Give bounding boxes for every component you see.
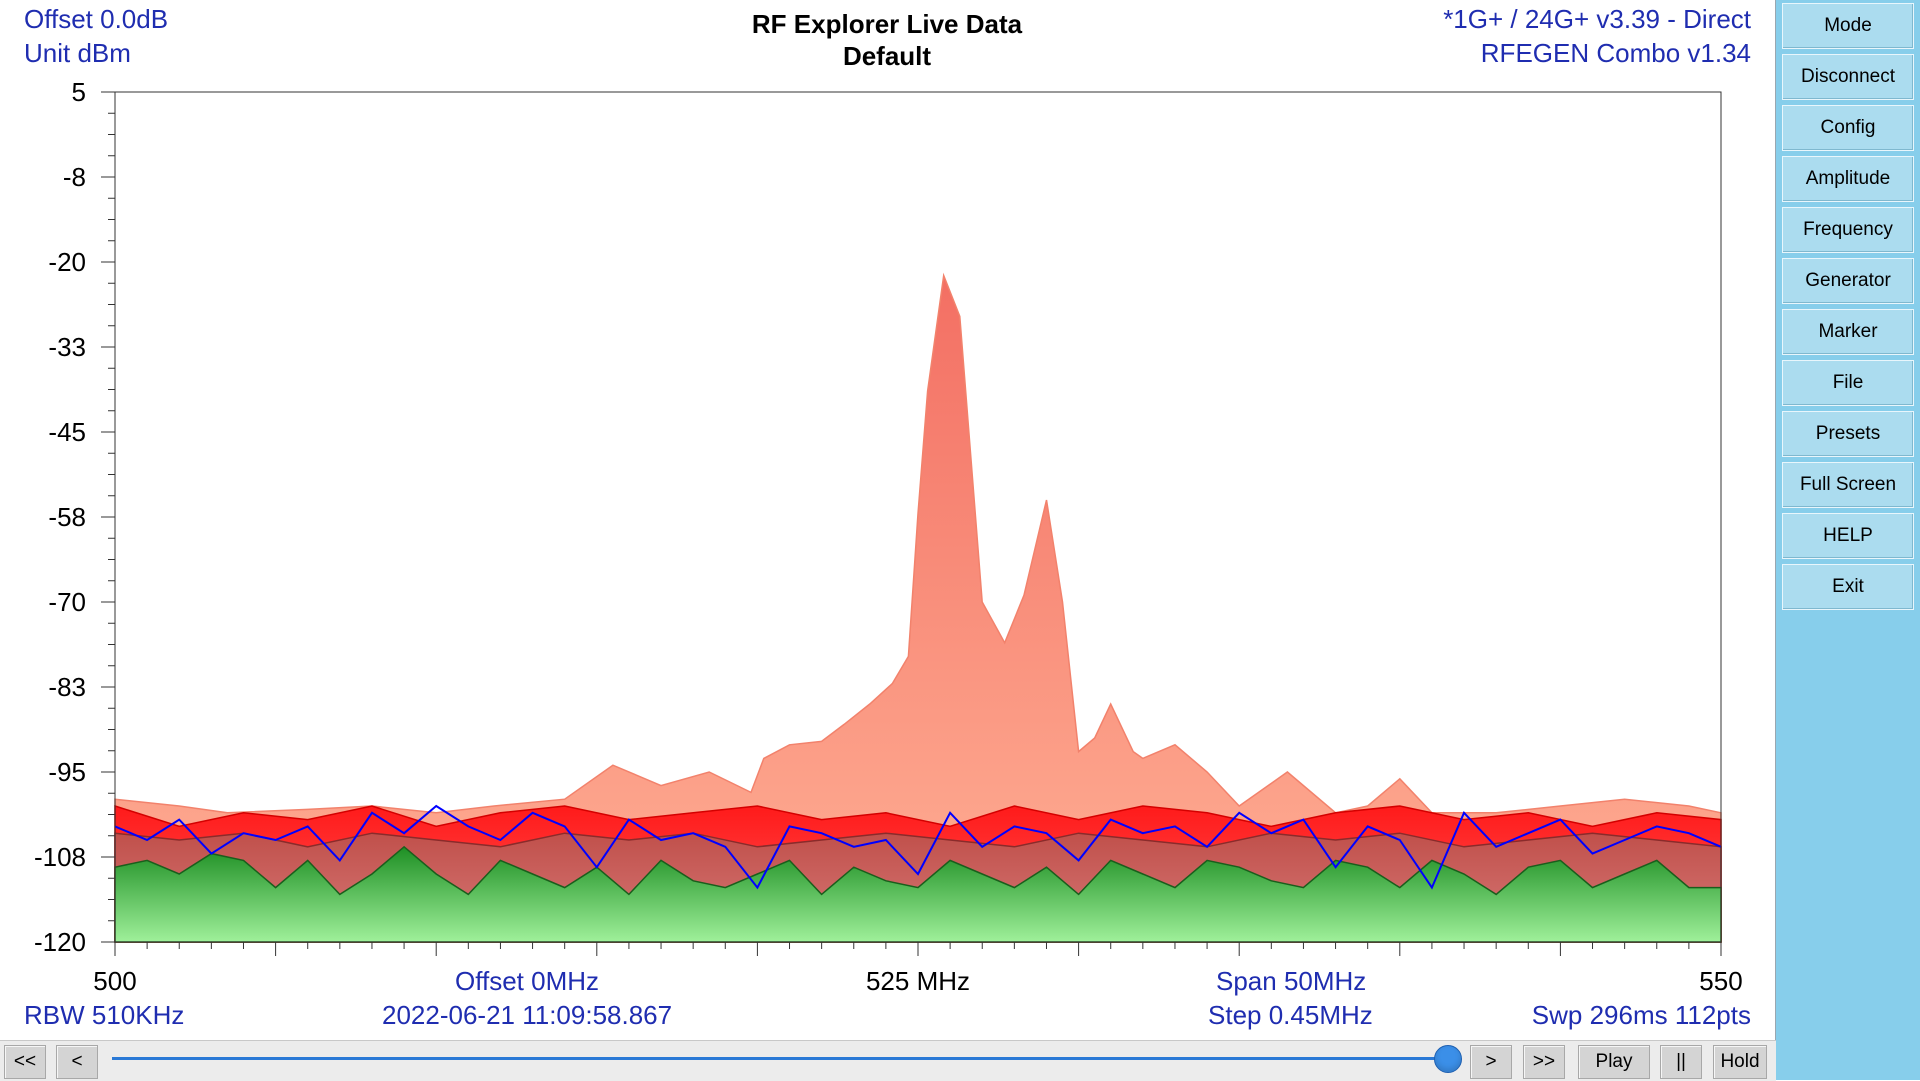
disconnect-button[interactable]: Disconnect [1782,54,1914,100]
generator-label: RFEGEN Combo v1.34 [1480,38,1751,68]
hold-button[interactable]: Hold [1713,1045,1767,1079]
generator-button[interactable]: Generator [1782,258,1914,304]
series-area-min [114,845,1722,943]
menu-sidebar: Mode Disconnect Config Amplitude Frequen… [1776,0,1920,1080]
y-tick-label: -58 [48,502,86,532]
y-tick-label: -8 [63,162,86,192]
frequency-button[interactable]: Frequency [1782,207,1914,253]
mode-button[interactable]: Mode [1782,3,1914,49]
forward-button[interactable]: > [1470,1045,1512,1079]
rewind-button[interactable]: << [4,1045,46,1079]
file-button[interactable]: File [1782,360,1914,406]
spectrum-panel: Offset 0.0dB Unit dBm RF Explorer Live D… [0,0,1776,1040]
x-tick-label-center: 525 MHz [866,966,970,996]
step-label: Step 0.45MHz [1208,1000,1373,1030]
amplitude-button[interactable]: Amplitude [1782,156,1914,202]
exit-button[interactable]: Exit [1782,564,1914,610]
full-screen-button[interactable]: Full Screen [1782,462,1914,508]
playback-bar: << < > >> Play || Hold [0,1040,1776,1081]
series-line-realtime [114,804,1722,890]
play-button[interactable]: Play [1578,1045,1650,1079]
y-tick-label: -20 [48,247,86,277]
chart-title: RF Explorer Live Data [751,9,1023,39]
x-tick-label-end: 550 [1699,966,1742,996]
device-label: *1G+ / 24G+ v3.39 - Direct [1443,4,1751,34]
unit-label: Unit dBm [24,38,131,68]
fast-forward-button[interactable]: >> [1523,1045,1565,1079]
config-button[interactable]: Config [1782,105,1914,151]
presets-button[interactable]: Presets [1782,411,1914,457]
rbw-label: RBW 510KHz [24,1000,185,1030]
chart-subtitle: Default [842,41,932,71]
playback-slider-thumb[interactable] [1434,1045,1462,1073]
offset-db-label: Offset 0.0dB [24,4,169,34]
spectrum-chart[interactable]: 5 -8 -20 -33 -45 -58 -70 -83 -95 -108 -120 500 525… [0,0,1775,1040]
span-label: Span 50MHz [1216,966,1367,996]
pause-button[interactable]: || [1660,1045,1702,1079]
back-button[interactable]: < [56,1045,98,1079]
y-tick-label: -33 [48,332,86,362]
timestamp-label: 2022-06-21 11:09:58.867 [382,1000,673,1030]
y-tick-label: -95 [48,757,86,787]
playback-slider-track[interactable] [112,1057,1447,1060]
y-tick-label: -83 [48,672,86,702]
freq-offset-label: Offset 0MHz [455,966,600,996]
sweep-label: Swp 296ms 112pts [1531,1000,1751,1030]
y-tick-label: -70 [48,587,86,617]
x-tick-label-start: 500 [93,966,136,996]
help-button[interactable]: HELP [1782,513,1914,559]
y-tick-label: -120 [34,927,86,957]
y-tick-label: -45 [48,417,86,447]
marker-button[interactable]: Marker [1782,309,1914,355]
y-tick-label: 5 [72,77,86,107]
y-tick-label: -108 [34,842,86,872]
